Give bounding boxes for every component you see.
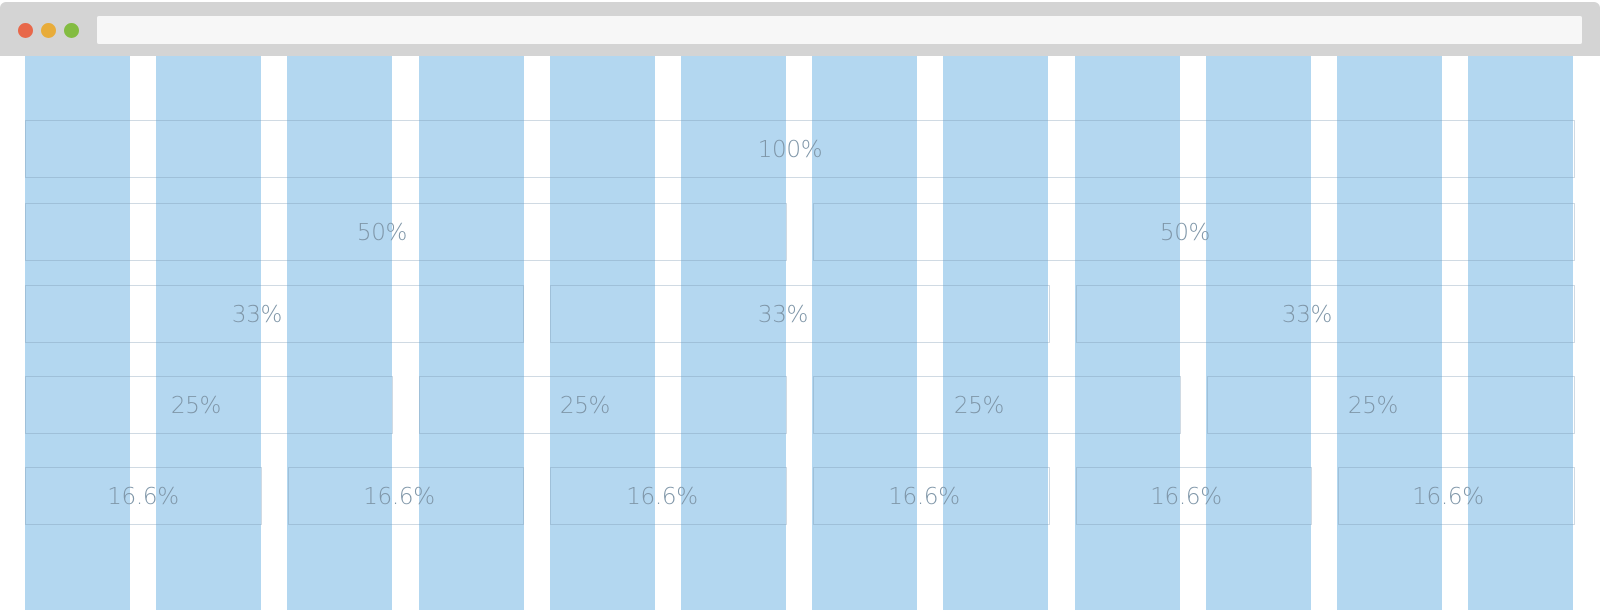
row-50-label: 50% (1160, 220, 1210, 246)
row-100-label: 100% (758, 137, 823, 163)
zoom-icon[interactable] (64, 23, 79, 38)
titlebar (0, 2, 1600, 56)
minimize-icon[interactable] (41, 23, 56, 38)
row-16-6-label: 16.6% (1150, 484, 1222, 510)
row-25-label: 25% (954, 393, 1004, 419)
address-bar[interactable] (97, 16, 1582, 44)
row-33-label: 33% (758, 302, 808, 328)
row-16-6-label: 16.6% (888, 484, 960, 510)
row-33-label: 33% (232, 302, 282, 328)
grid-viewport: 100% 50% 50% 33% 33% 33% 25% 25% 25% 25% 16.6% 16.6… (0, 56, 1600, 610)
row-16-6-label: 16.6% (1412, 484, 1484, 510)
row-33-label: 33% (1282, 302, 1332, 328)
row-25-label: 25% (1348, 393, 1398, 419)
close-icon[interactable] (18, 23, 33, 38)
row-25-label: 25% (560, 393, 610, 419)
row-16-6-label: 16.6% (626, 484, 698, 510)
row-16-6-label: 16.6% (107, 484, 179, 510)
row-16-6-label: 16.6% (363, 484, 435, 510)
row-25-label: 25% (171, 393, 221, 419)
row-50-label: 50% (357, 220, 407, 246)
